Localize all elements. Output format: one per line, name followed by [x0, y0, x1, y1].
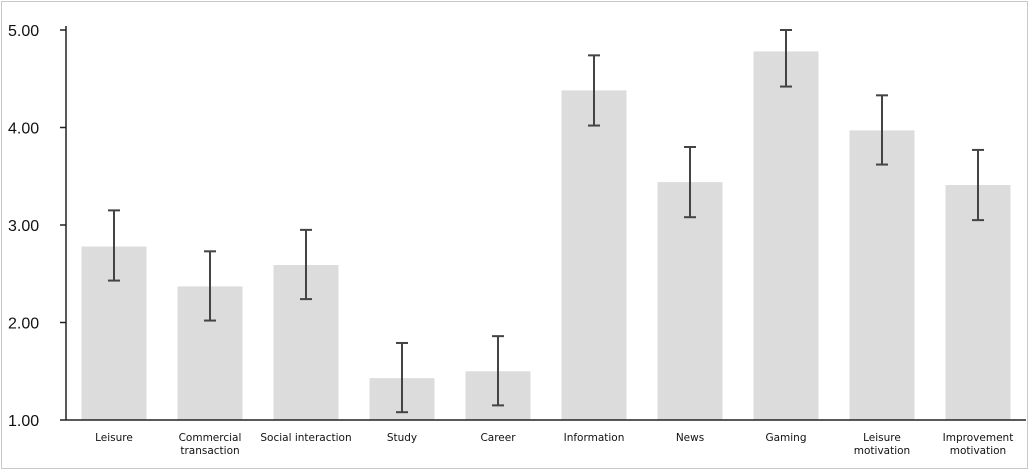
y-tick-label: 2.00 [8, 316, 39, 333]
bar [753, 51, 819, 421]
x-tick-label: transaction [180, 445, 239, 457]
x-tick-label: Study [387, 432, 417, 444]
y-tick-labels: 1.00 2.00 3.00 4.00 5.00 [8, 23, 39, 430]
x-tick-label: Social interaction [260, 432, 351, 444]
x-tick-label: News [676, 432, 704, 444]
bars-group [81, 51, 1011, 421]
y-tick-label: 4.00 [8, 121, 39, 138]
x-tick-label: Commercial [179, 432, 242, 444]
x-tick-label: Gaming [765, 432, 806, 444]
x-tick-label: motivation [950, 445, 1006, 457]
x-tick-label: motivation [854, 445, 910, 457]
x-tick-label: Information [564, 432, 625, 444]
bar [657, 182, 723, 420]
x-tick-label: Improvement [943, 432, 1014, 444]
x-tick-label: Leisure [95, 432, 133, 444]
y-tick-label: 1.00 [8, 413, 39, 430]
bar [945, 185, 1011, 420]
bar [849, 130, 915, 420]
y-tick-label: 3.00 [8, 218, 39, 235]
bar [561, 90, 627, 421]
y-tick-label: 5.00 [8, 23, 39, 40]
x-tick-label: Leisure [863, 432, 901, 444]
error-bars-group [108, 29, 984, 414]
x-tick-label: Career [480, 432, 516, 444]
axes-group [60, 26, 1026, 421]
